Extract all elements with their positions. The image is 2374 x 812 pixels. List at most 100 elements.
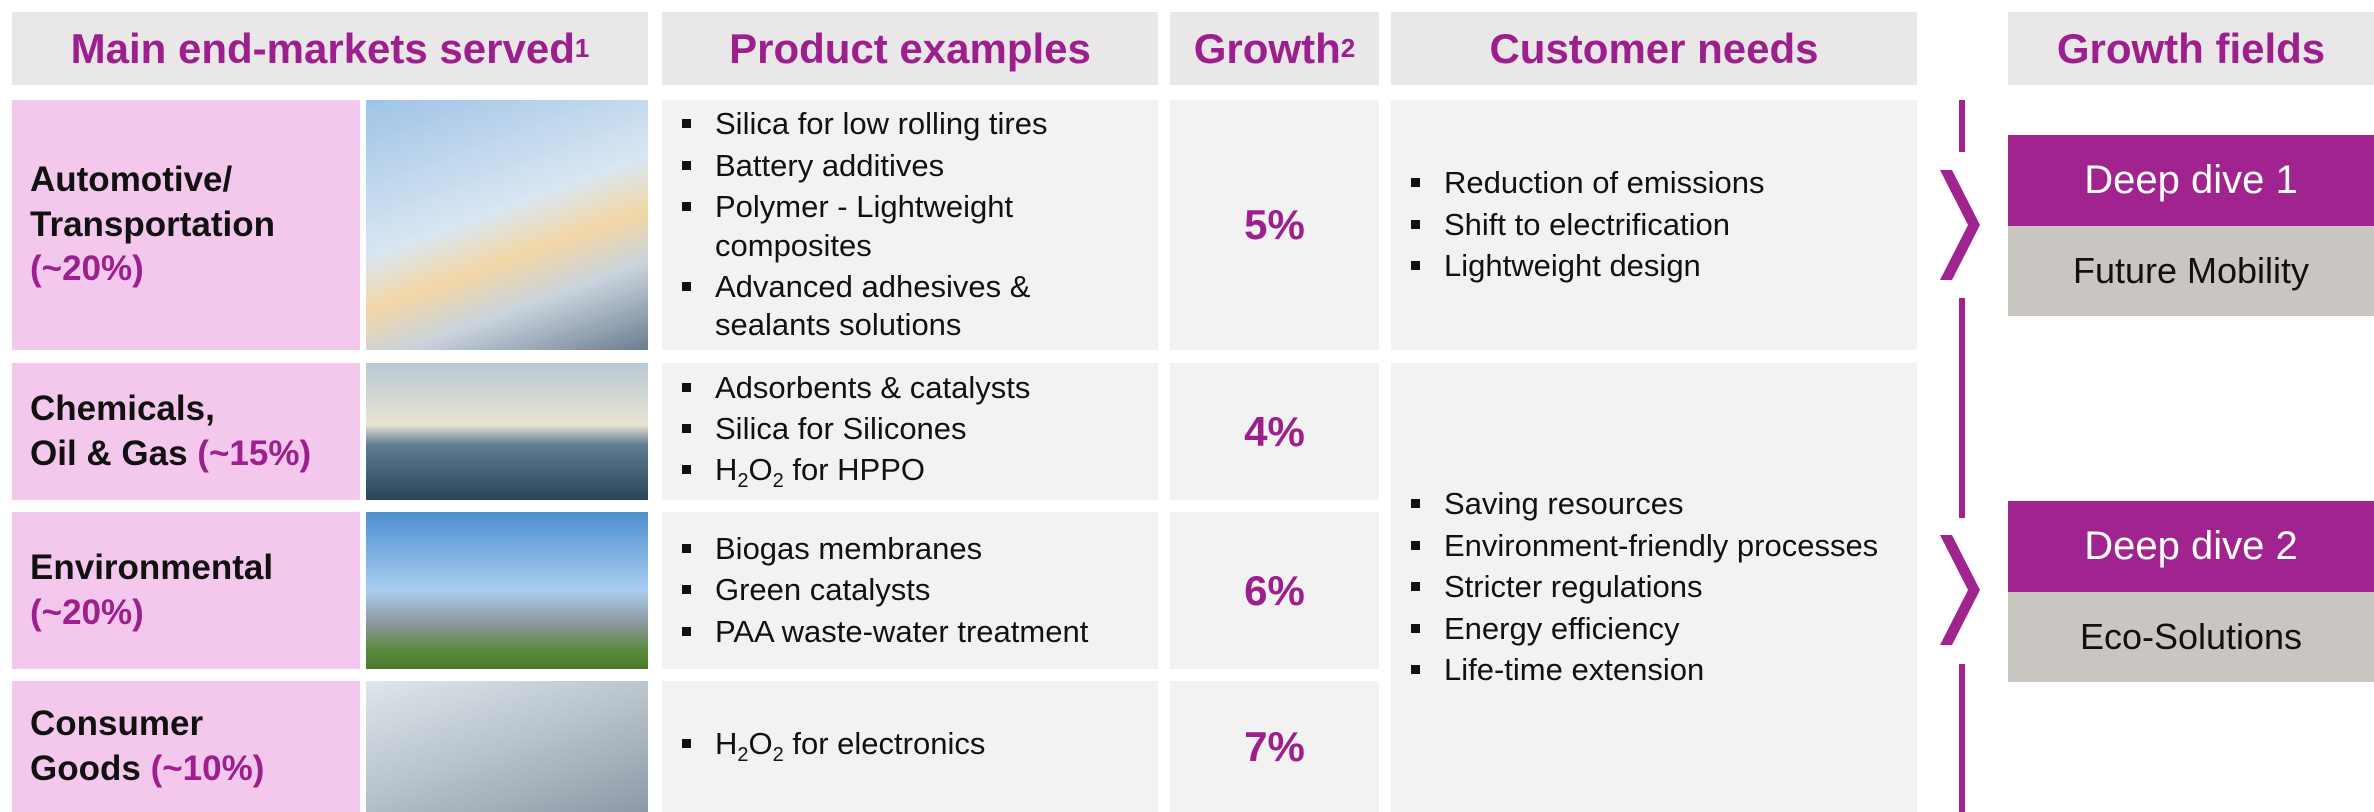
deep-dive-text: Deep dive 2 [2084,524,2298,568]
chevron [1940,535,1980,645]
need-item: Life-time extension [1391,651,1907,689]
need-text: Environment-friendly processes [1444,527,1879,563]
growth-value: 6% [1244,566,1305,614]
subscript: 2 [737,470,749,493]
product-list: Adsorbents & catalysts Silica for Silicon… [662,366,1148,498]
market-name: Environmental [30,547,274,587]
market-name-line: Oil & Gas (~15%) [30,432,360,477]
product-list: Silica for low rolling tires Battery addi… [662,102,1148,348]
need-text: Energy efficiency [1444,610,1680,646]
product-text: Biogas membranes [715,530,983,566]
header-sup: 1 [574,33,590,63]
image-biogas [366,512,648,669]
market-label: Chemicals, Oil & Gas (~15%) [12,363,360,500]
growth-value: 5% [1244,201,1305,248]
product-list: H2O2 for electronics [662,722,1148,771]
market-name: Oil & Gas [30,433,188,473]
customer-needs-cell: Saving resources Environment-friendly pro… [1391,363,1917,812]
product-item: Adsorbents & catalysts [662,369,1148,407]
market-name: Automotive/ [30,159,233,199]
subscript: 2 [772,744,784,767]
market-name-line: Goods (~10%) [30,747,360,792]
divider-line [1959,100,1965,812]
market-share: (~15%) [197,433,312,473]
deep-dive-text: Deep dive 1 [2084,158,2298,202]
growth-field-text: Future Mobility [2072,250,2310,291]
market-share: (~20%) [30,592,144,632]
chevrons [1940,170,1980,645]
product-text: for HPPO [783,452,926,488]
product-text: Battery additives [715,147,945,183]
need-item: Saving resources [1391,485,1907,523]
need-item: Shift to electrification [1391,206,1907,244]
product-item: Green catalysts [662,571,1148,609]
product-text: H [715,452,738,488]
growth-cell: 6% [1170,512,1379,669]
growth-field-text: Eco-Solutions [2079,616,2303,657]
image-automotive [366,100,648,350]
product-item: Silica for low rolling tires [662,105,1148,143]
header-cell: Main end-markets served 1 [12,12,648,85]
product-text: Polymer - Lightweight composites [715,189,1014,263]
subscript: 2 [772,470,784,493]
need-text: Saving resources [1444,486,1684,522]
product-item: Silica for Silicones [662,410,1148,448]
market-name-line: Transportation [30,203,360,248]
subscript: 2 [737,744,749,767]
header-cell: Product examples [662,12,1158,85]
market-name-line: Chemicals, [30,387,360,432]
market-name-line: Automotive/ [30,158,360,203]
header-text: Customer needs [1489,24,1819,72]
product-cell: Adsorbents & catalysts Silica for Silicon… [662,363,1158,500]
growth-value: 4% [1244,407,1305,455]
product-cell: Biogas membranes Green catalysts PAA waste… [662,512,1158,669]
customer-needs-cell: Reduction of emissions Shift to electrifi… [1391,100,1917,350]
need-text: Life-time extension [1444,652,1705,688]
chevron [1940,170,1980,280]
product-cell: Silica for low rolling tires Battery addi… [662,100,1158,350]
growth-field-label: Future Mobility [2008,226,2374,316]
market-name-line: Consumer [30,702,360,747]
product-text: Advanced adhesives & sealants solutions [715,268,1031,343]
product-text: Green catalysts [715,572,931,608]
image-devices [366,681,648,812]
header-sup: 2 [1340,33,1356,63]
need-item: Lightweight design [1391,247,1907,285]
need-item: Environment-friendly processes [1391,527,1907,565]
product-item: H2O2 for HPPO [662,451,1148,494]
deep-dive-title: Deep dive 1 [2008,135,2374,226]
need-item: Energy efficiency [1391,610,1907,648]
growth-cell: 5% [1170,100,1379,350]
market-name: Chemicals, [30,388,215,428]
market-name: Goods [30,748,141,788]
need-text: Stricter regulations [1444,569,1703,605]
needs-list: Saving resources Environment-friendly pro… [1391,482,1907,692]
header-text: Growth [1193,24,1341,72]
product-text: Silica for low rolling tires [715,106,1048,142]
product-text: O [748,452,773,488]
need-text: Shift to electrification [1444,206,1731,242]
header-text: Main end-markets served [70,24,575,72]
product-item: Battery additives [662,147,1148,185]
market-label: Automotive/Transportation (~20%) [12,100,360,350]
header-text: Growth fields [2056,24,2326,72]
market-name-line: Environmental [30,546,360,591]
product-item: H2O2 for electronics [662,725,1148,768]
product-list: Biogas membranes Green catalysts PAA waste… [662,527,1148,654]
need-item: Stricter regulations [1391,568,1907,606]
product-text: H [715,726,738,761]
need-item: Reduction of emissions [1391,164,1907,202]
market-name: Transportation [30,204,276,244]
growth-field-label: Eco-Solutions [2008,592,2374,682]
product-cell: H2O2 for electronics [662,681,1158,812]
product-text: O [748,726,773,761]
product-text: PAA waste-water treatment [715,613,1089,649]
market-share: (~20%) [30,249,144,289]
need-text: Lightweight design [1444,248,1701,284]
deep-dive-title: Deep dive 2 [2008,501,2374,592]
product-item: Polymer - Lightweight composites [662,188,1148,265]
header-cell: Growth 2 [1170,12,1379,85]
growth-cell: 7% [1170,681,1379,812]
market-label: Consumer Goods (~10%) [12,681,360,812]
